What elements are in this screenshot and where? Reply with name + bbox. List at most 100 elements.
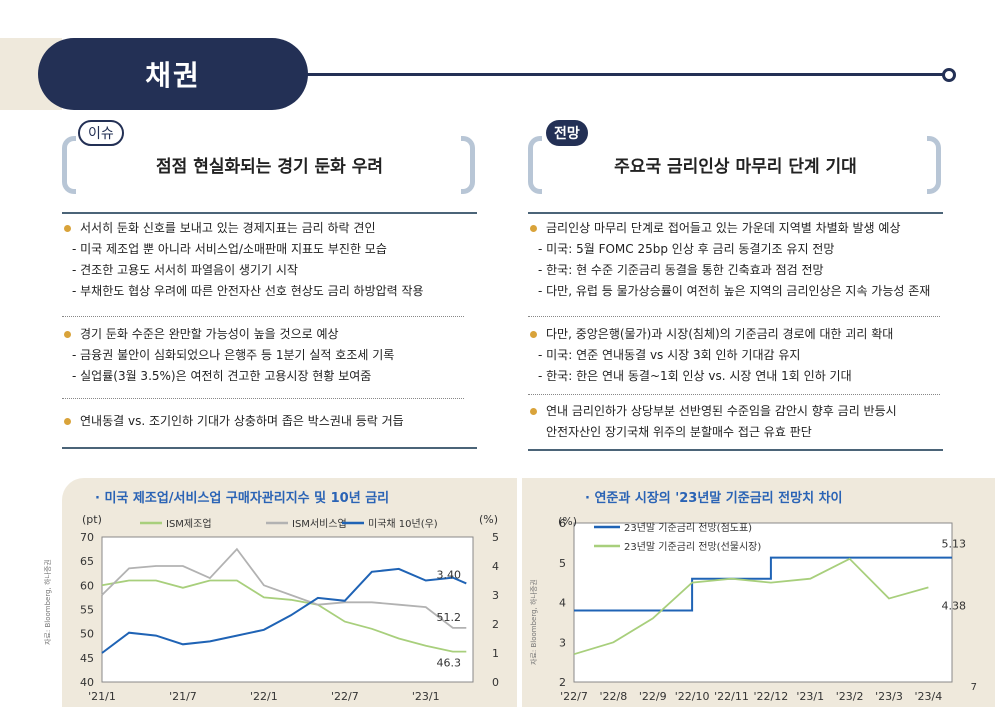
chart1-xtick: '21/1	[88, 690, 116, 703]
chart1-ytick-left: 70	[80, 531, 94, 544]
chart1-xtick: '23/1	[412, 690, 440, 703]
chart1-ytick-left: 60	[80, 579, 94, 592]
chart1-xtick: '22/1	[250, 690, 278, 703]
chart2-xtick: '22/11	[714, 690, 749, 703]
sub-text: - 한국: 한은 연내 동결~1회 인상 vs. 시장 연내 1회 인하 기대	[538, 369, 852, 383]
chart1-ytick-right: 2	[492, 618, 499, 631]
chart1-ytick-left: 50	[80, 628, 94, 641]
bullet-text: 서서히 둔화 신호를 보내고 있는 경제지표는 금리 하락 견인	[62, 218, 482, 239]
sub-text: - 다만, 유럽 등 물가상승률이 여전히 높은 지역의 금리인상은 지속 가능…	[538, 284, 931, 298]
chart2-ytick: 5	[559, 557, 566, 570]
chart1-ytick-left: 45	[80, 652, 94, 665]
chart1-data-label: 46.3	[437, 657, 462, 670]
outlook-block-3: 연내 금리인하가 상당부분 선반영된 수준임을 감안시 향후 금리 반등시 안전…	[528, 401, 958, 443]
chart2-plot-area	[573, 522, 953, 683]
dotted-divider	[62, 316, 464, 317]
chart1-legend-label: ISM제조업	[166, 517, 212, 530]
chart2-ytick: 2	[559, 676, 566, 689]
chart2-ytick: 6	[559, 517, 566, 530]
issue-headline: 점점 현실화되는 경기 둔화 우려	[156, 157, 383, 177]
chart2-series-line	[573, 557, 929, 656]
title-rule-end-dot	[942, 68, 956, 82]
chart1-ylabel-right: (%)	[479, 513, 498, 526]
section-title: 채권	[38, 38, 308, 110]
chart2-xtick: '22/9	[639, 690, 667, 703]
chart1-xtick: '22/7	[331, 690, 359, 703]
chart1-legend-label: 미국채 10년(우)	[368, 518, 438, 530]
chart2-xtick: '22/7	[560, 690, 588, 703]
bracket-left	[528, 136, 542, 194]
bullet-text: 연내동결 vs. 조기인하 기대가 상충하며 좁은 박스권내 등락 거듭	[62, 411, 482, 432]
chart1-ytick-right: 5	[492, 531, 499, 544]
bracket-right	[461, 136, 475, 194]
outlook-tag: 전망	[546, 120, 588, 146]
chart1-ytick-right: 4	[492, 560, 499, 573]
outlook-headline: 주요국 금리인상 마무리 단계 기대	[614, 157, 857, 177]
sub-text: - 미국 제조업 뿐 아니라 서비스업/소매판매 지표도 부진한 모습	[72, 242, 387, 256]
outlook-header-rule	[528, 212, 943, 214]
chart2-svg: 6 5 4 3 2 (%) '22/7 '22/8 '22/9 '22/10 '22/11 '22/1…	[529, 515, 967, 703]
chart2-xtick: '22/10	[675, 690, 710, 703]
chart1-series-line	[101, 547, 467, 629]
chart2-legend-label: 23년말 기준금리 전망(점도표)	[624, 522, 752, 534]
issue-header-rule	[62, 212, 477, 214]
chart2-data-label: 5.13	[942, 538, 967, 551]
title-rule	[300, 73, 945, 76]
chart1-ylabel-left: (pt)	[82, 513, 102, 526]
chart1-plot-area	[101, 536, 474, 683]
issue-tag: 이슈	[78, 120, 124, 146]
chart2-ytick: 4	[559, 597, 566, 610]
chart1-title: · 미국 제조업/서비스업 구매자관리지수 및 10년 금리	[95, 491, 390, 506]
outlook-block-2: 다만, 중앙은행(물가)과 시장(침체)의 기준금리 경로에 대한 괴리 확대 …	[528, 324, 958, 387]
issue-block-3: 연내동결 vs. 조기인하 기대가 상충하며 좁은 박스권내 등락 거듭	[62, 411, 482, 432]
page-number: 7	[970, 682, 977, 693]
chart1-ytick-right: 1	[492, 647, 499, 660]
chart2-xtick: '23/3	[875, 690, 903, 703]
chart1-ytick-right: 0	[492, 676, 499, 689]
chart1-legend-label: ISM서비스업	[292, 517, 347, 530]
dotted-divider	[528, 316, 940, 317]
chart1-data-label: 51.2	[437, 611, 462, 624]
sub-text: - 미국: 5월 FOMC 25bp 인상 후 금리 동결기조 유지 전망	[538, 242, 835, 256]
bullet-text: 금리인상 마무리 단계로 접어들고 있는 가운데 지역별 차별화 발생 예상	[528, 218, 958, 239]
chart2-xtick: '23/4	[915, 690, 943, 703]
chart2-xtick: '22/12	[754, 690, 789, 703]
outlook-bottom-rule	[528, 449, 943, 451]
sub-text: - 금융권 불안이 심화되었으나 은행주 등 1분기 실적 호조세 기록	[72, 348, 395, 362]
sub-text: - 한국: 현 수준 기준금리 동결을 통한 긴축효과 점검 전망	[538, 263, 824, 277]
chart1-series-line	[101, 567, 467, 654]
outlook-block-1: 금리인상 마무리 단계로 접어들고 있는 가운데 지역별 차별화 발생 예상 -…	[528, 218, 958, 302]
bracket-right	[927, 136, 941, 194]
chart2-xtick: '23/1	[796, 690, 824, 703]
chart1-ytick-right: 3	[492, 589, 499, 602]
sub-text: 안전자산인 장기국채 위주의 분할매수 접근 유효 판단	[546, 425, 812, 439]
chart1-data-label: 3.40	[437, 568, 462, 581]
chart2-xtick: '22/8	[600, 690, 628, 703]
chart2-series-line	[574, 556, 952, 612]
chart2-ytick: 3	[559, 636, 566, 649]
issue-block-2: 경기 둔화 수준은 완만할 가능성이 높을 것으로 예상 - 금융권 불안이 심…	[62, 324, 482, 387]
chart1-ytick-left: 40	[80, 676, 94, 689]
chart1-ytick-left: 65	[80, 555, 94, 568]
chart2-source: 자료: Bloomberg, 하나증권	[529, 579, 538, 665]
sub-text: - 미국: 연준 연내동결 vs 시장 3회 인하 기대감 유지	[538, 348, 801, 362]
bullet-text: 연내 금리인하가 상당부분 선반영된 수준임을 감안시 향후 금리 반등시	[528, 401, 958, 422]
sub-text: - 실업률(3월 3.5%)은 여전히 견고한 고용시장 현황 보여줌	[72, 369, 372, 383]
issue-block-1: 서서히 둔화 신호를 보내고 있는 경제지표는 금리 하락 견인 - 미국 제조…	[62, 218, 482, 302]
chart1-series-line	[101, 579, 467, 653]
bracket-left	[62, 136, 76, 194]
dotted-divider	[62, 398, 464, 399]
chart2-ylabel: (%)	[558, 515, 577, 528]
chart1-svg: 70 65 60 55 50 45 40 5 4 3 2 1 0 (pt) (%) '21/1 '21/7 '22…	[43, 513, 499, 703]
sub-text: - 부채한도 협상 우려에 따른 안전자산 선호 현상도 금리 하방압력 작용	[72, 284, 424, 298]
chart2-data-label: 4.38	[942, 599, 967, 612]
chart2-legend-label: 23년말 기준금리 전망(선물시장)	[624, 541, 761, 553]
chart1-xtick: '21/7	[169, 690, 197, 703]
chart2-title: · 연준과 시장의 '23년말 기준금리 전망치 차이	[585, 491, 843, 506]
chart1-ytick-left: 55	[80, 604, 94, 617]
issue-bottom-rule	[62, 447, 477, 449]
dotted-divider	[528, 394, 940, 395]
bullet-text: 경기 둔화 수준은 완만할 가능성이 높을 것으로 예상	[62, 324, 482, 345]
sub-text: - 견조한 고용도 서서히 파열음이 생기기 시작	[72, 263, 298, 277]
bullet-text: 다만, 중앙은행(물가)과 시장(침체)의 기준금리 경로에 대한 괴리 확대	[528, 324, 958, 345]
